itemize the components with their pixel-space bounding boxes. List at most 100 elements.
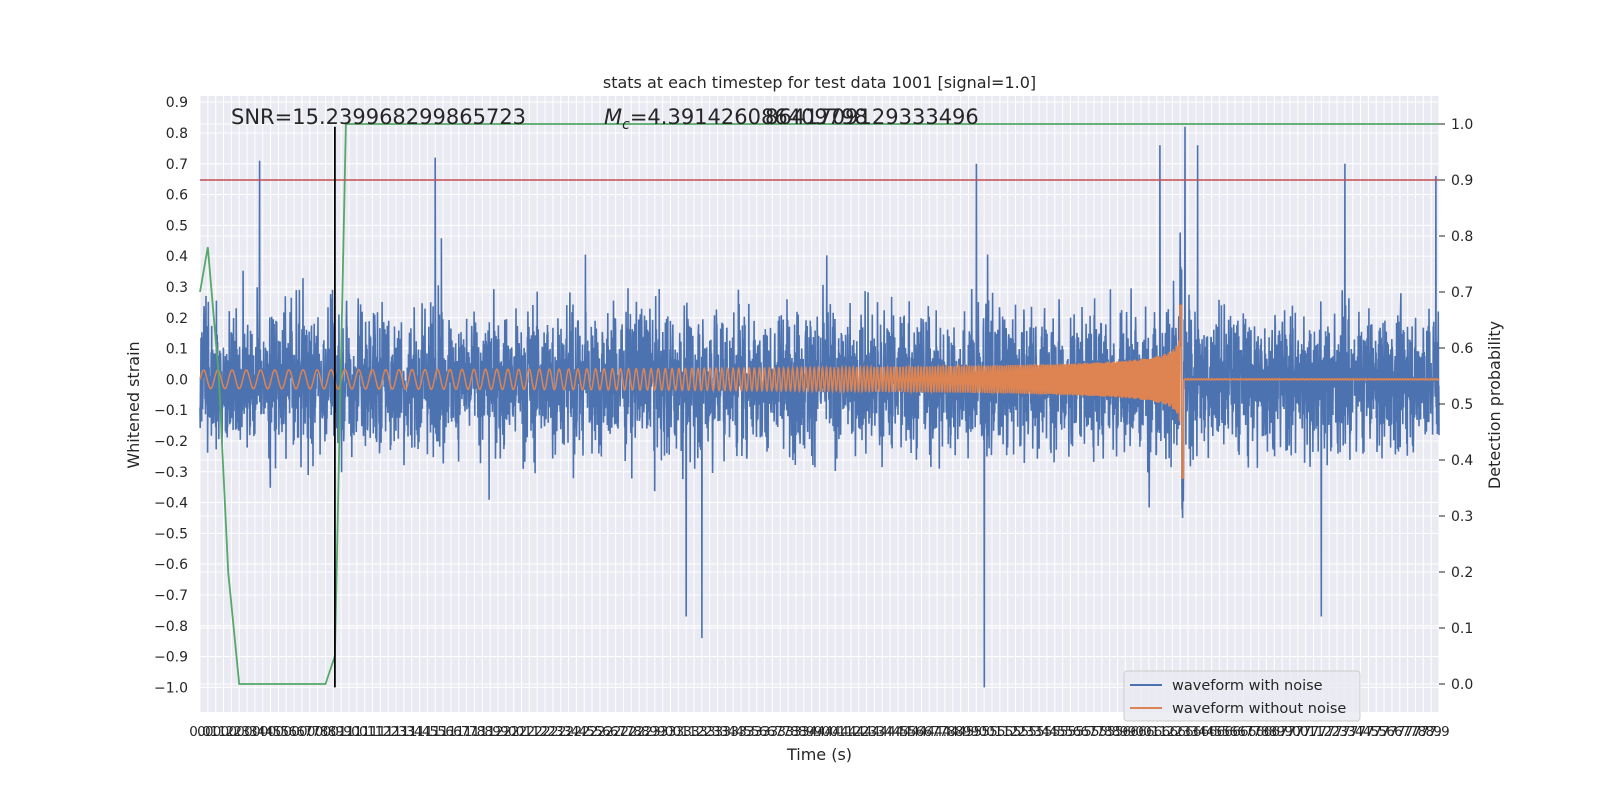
x-tick-label: 7.6: [1373, 724, 1394, 740]
x-tick-label: 1.9: [487, 724, 508, 740]
x-tick-label: 1.7: [448, 724, 469, 740]
x-tick-label: 6.8: [1248, 724, 1269, 740]
y-tick-label-right: 0.1: [1451, 621, 1473, 637]
x-tick-label: 4.9: [958, 724, 979, 740]
x-tick-label: 2.0: [503, 724, 524, 740]
x-tick-label: 4.3: [864, 724, 885, 740]
y-tick-label-left: −0.5: [154, 526, 188, 542]
series-detection-probability: [199, 123, 1439, 685]
x-tick-label: 6.3: [1177, 724, 1198, 740]
y-tick-label-left: 0.3: [166, 280, 188, 296]
x-tick-label: 7.5: [1366, 724, 1387, 740]
x-tick-label: 4.8: [942, 724, 963, 740]
x-tick-label: 5.8: [1099, 724, 1120, 740]
x-tick-label: 0.2: [213, 724, 234, 740]
y-tick-label-left: 0.9: [166, 95, 188, 111]
y-tick-label-left: 0.0: [166, 372, 188, 388]
x-tick-label: 3.7: [770, 724, 791, 740]
x-tick-label: 6.5: [1201, 724, 1222, 740]
x-tick-label: 7.8: [1405, 724, 1426, 740]
x-tick-label: 0.3: [236, 724, 257, 740]
x-tick-label: 5.1: [989, 724, 1010, 740]
x-tick-label: 4.4: [871, 724, 892, 740]
x-tick-label: 6.9: [1271, 724, 1292, 740]
x-tick-label: 2.6: [597, 724, 618, 740]
x-tick-label: 6.9: [1264, 724, 1285, 740]
x-tick-label: 1.4: [409, 724, 430, 740]
x-tick-label: 5.5: [1044, 724, 1065, 740]
x-tick-label: 0.3: [228, 724, 249, 740]
x-tick-label: 6.7: [1240, 724, 1261, 740]
x-tick-label: 3.7: [762, 724, 783, 740]
x-tick-label: 2.5: [574, 724, 595, 740]
x-axis-label: Time (s): [786, 745, 852, 764]
y-tick-label-left: −0.9: [154, 650, 188, 666]
x-tick-label: 0.9: [323, 724, 344, 740]
y-ticks-left: −1.0 −0.9 −0.8 −0.7 −0.6 −0.5 −0.4 −0.3 −0.2 −0.1…: [154, 95, 188, 696]
x-tick-label: 3.2: [683, 724, 704, 740]
x-tick-label: 3.4: [722, 724, 743, 740]
y-tick-label-left: 0.2: [166, 311, 188, 327]
y-tick-label-left: −1.0: [154, 680, 188, 696]
x-tick-label: 0.8: [307, 724, 328, 740]
legend-box: [1123, 670, 1361, 722]
x-tick-label: 4.2: [848, 724, 869, 740]
x-tick-label: 6.1: [1146, 724, 1167, 740]
x-tick-label: 4.1: [824, 724, 845, 740]
x-tick-label: 6.3: [1169, 724, 1190, 740]
x-tick-label: 3.9: [801, 724, 822, 740]
x-tick-label: 1.7: [456, 724, 477, 740]
x-tick-label: 0.7: [299, 724, 320, 740]
x-tick-label: 4.0: [809, 724, 830, 740]
y-tick-label-right: 1.0: [1451, 117, 1473, 133]
x-tick-label: 5.9: [1107, 724, 1128, 740]
x-tick-label: 2.1: [511, 724, 532, 740]
x-tick-label: 5.6: [1060, 724, 1081, 740]
x-tick-label: 1.1: [362, 724, 383, 740]
x-tick-label: 4.9: [950, 724, 971, 740]
x-tick-label: 5.3: [1013, 724, 1034, 740]
x-tick-label: 2.0: [495, 724, 516, 740]
x-tick-label: 2.3: [550, 724, 571, 740]
x-tick-label: 4.0: [817, 724, 838, 740]
x-tick-label: 2.5: [581, 724, 602, 740]
x-tick-label: 3.0: [652, 724, 673, 740]
y-tick-label-left: 0.1: [166, 342, 188, 358]
y-tick-label-right: 0.9: [1451, 173, 1473, 189]
x-tick-label: 3.3: [707, 724, 728, 740]
x-tick-label: 5.7: [1083, 724, 1104, 740]
x-tick-label: 3.1: [675, 724, 696, 740]
x-tick-label: 2.4: [566, 724, 587, 740]
x-tick-label: 0.4: [244, 724, 265, 740]
y-tick-label-right: 0.8: [1451, 229, 1473, 245]
x-tick-label: 0.9: [330, 724, 351, 740]
x-tick-label: 6.6: [1217, 724, 1238, 740]
x-tick-label: 0.5: [268, 724, 289, 740]
y-tick-label-right: 0.5: [1451, 397, 1473, 413]
x-tick-label: 7.7: [1389, 724, 1410, 740]
x-tick-label: 2.3: [542, 724, 563, 740]
x-tick-label: 3.0: [660, 724, 681, 740]
x-tick-label: 1.3: [385, 724, 406, 740]
x-tick-label: 5.9: [1115, 724, 1136, 740]
x-tick-label: 1.4: [401, 724, 422, 740]
x-tick-label: 5.4: [1036, 724, 1057, 740]
x-tick-label: 7.4: [1342, 724, 1363, 740]
x-tick-label: 1.1: [354, 724, 375, 740]
x-tick-label: 3.5: [738, 724, 759, 740]
y-tick-label-left: −0.6: [154, 557, 188, 573]
x-tick-label: 6.0: [1122, 724, 1143, 740]
legend-label-clean: waveform without noise: [1172, 701, 1346, 717]
y-tick-label-left: 0.4: [166, 249, 188, 265]
x-tick-label: 5.0: [973, 724, 994, 740]
x-tick-label: 3.4: [715, 724, 736, 740]
x-tick-label: 2.9: [644, 724, 665, 740]
x-tick-label: 1.9: [479, 724, 500, 740]
x-tick-label: 7.0: [1279, 724, 1300, 740]
y-tick-label-left: 0.6: [166, 188, 188, 204]
chirp-mass-annotation: Mc=4.391426086409798: [604, 105, 868, 133]
y-tick-label-left: −0.8: [154, 619, 188, 635]
x-tick-label: 2.8: [628, 724, 649, 740]
x-tick-label: 3.8: [785, 724, 806, 740]
y-tick-label-left: −0.2: [154, 434, 188, 450]
